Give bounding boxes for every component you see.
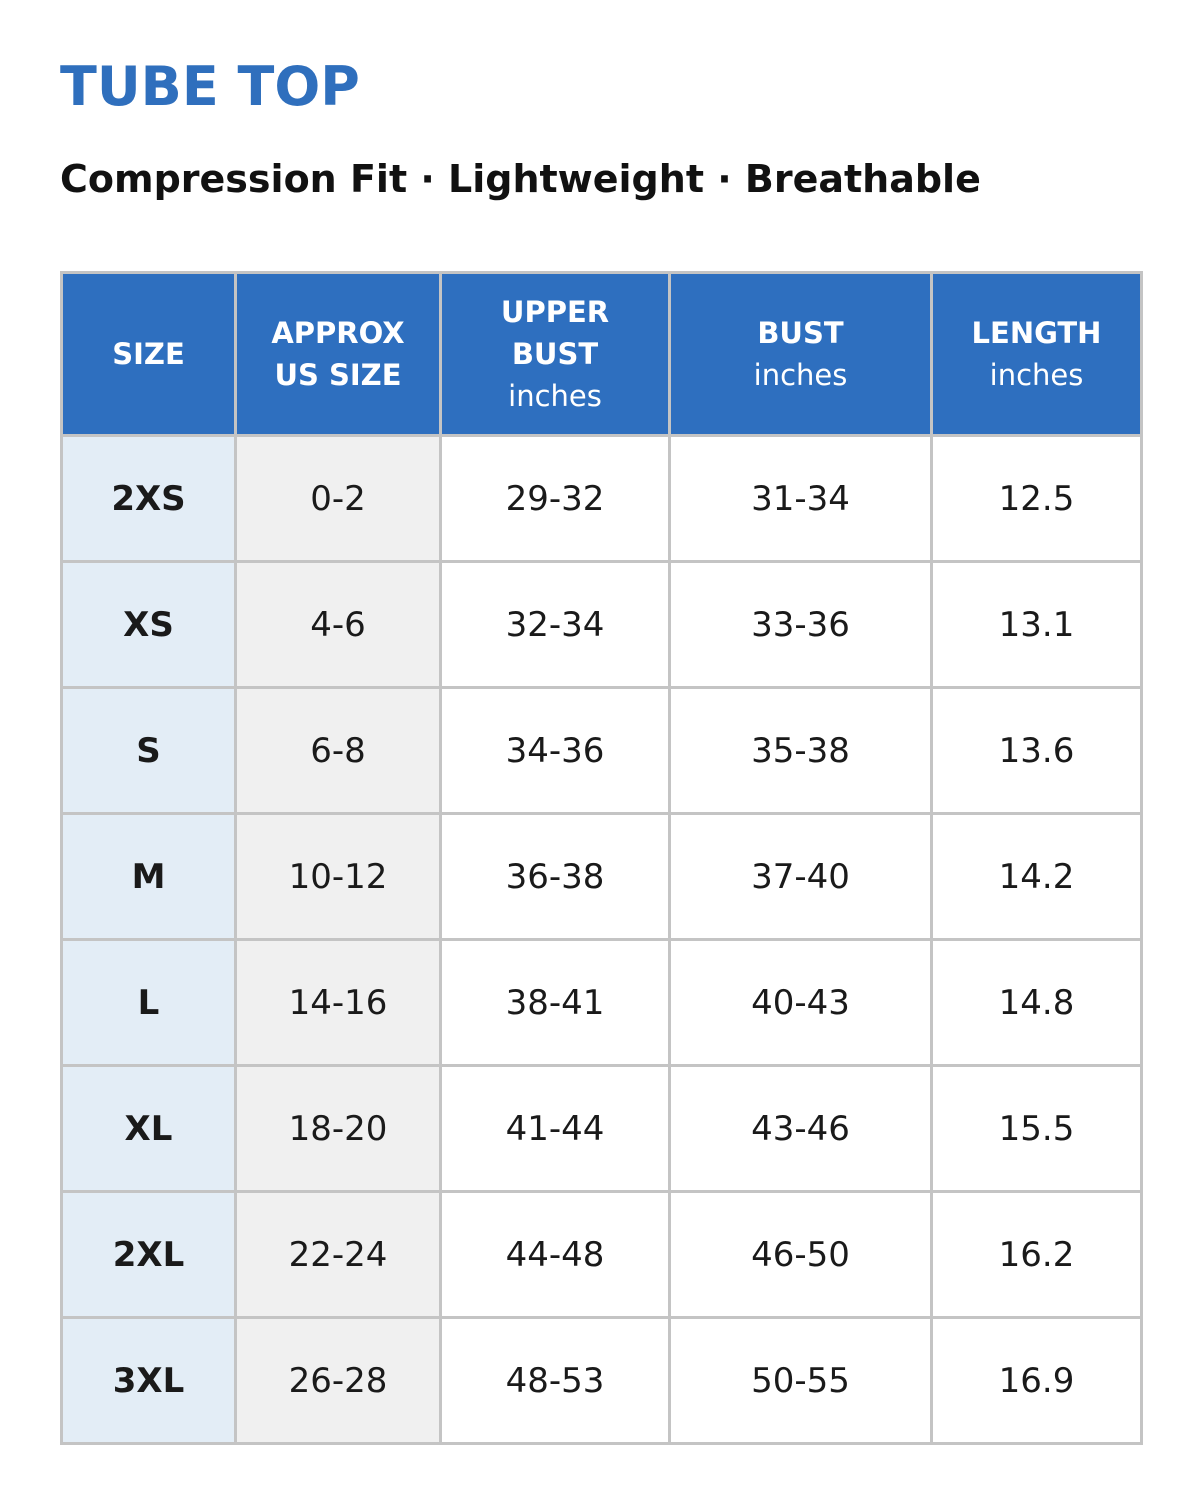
table-row: L 14-16 38-41 40-43 14.8 (60, 938, 1143, 1067)
table-cell: 41-44 (439, 1064, 671, 1193)
table-row: XL 18-20 41-44 43-46 15.5 (60, 1064, 1143, 1193)
table-cell: 33-36 (668, 560, 933, 689)
table-cell: 2XL (60, 1190, 237, 1319)
table-cell: XS (60, 560, 237, 689)
table-cell: 14.8 (930, 938, 1143, 1067)
table-cell: 32-34 (439, 560, 671, 689)
table-cell: 43-46 (668, 1064, 933, 1193)
table-cell: 16.2 (930, 1190, 1143, 1319)
header-label: BUST (757, 316, 844, 350)
table-cell: M (60, 812, 237, 941)
table-row: M 10-12 36-38 37-40 14.2 (60, 812, 1143, 941)
header-unit: inches (989, 358, 1084, 392)
table-cell: 29-32 (439, 434, 671, 563)
header-label: SIZE (112, 337, 185, 371)
table-cell: 37-40 (668, 812, 933, 941)
column-header: LENGTH inches (930, 271, 1143, 437)
header-label: BUST (511, 337, 599, 371)
table-cell: 48-53 (439, 1316, 671, 1445)
table-row: S 6-8 34-36 35-38 13.6 (60, 686, 1143, 815)
table-cell: 22-24 (234, 1190, 442, 1319)
header-unit: inches (753, 358, 848, 392)
column-header: BUST inches (668, 271, 933, 437)
table-cell: 36-38 (439, 812, 671, 941)
header-label: UPPER (500, 295, 610, 329)
table-row: 3XL 26-28 48-53 50-55 16.9 (60, 1316, 1143, 1445)
header-label: APPROX (271, 316, 405, 350)
table-cell: 13.6 (930, 686, 1143, 815)
table-cell: 38-41 (439, 938, 671, 1067)
table-cell: 40-43 (668, 938, 933, 1067)
table-cell: 46-50 (668, 1190, 933, 1319)
header-label: LENGTH (971, 316, 1102, 350)
table-row: 2XL 22-24 44-48 46-50 16.2 (60, 1190, 1143, 1319)
column-header: APPROX US SIZE (234, 271, 442, 437)
table-cell: S (60, 686, 237, 815)
header-row: SIZE APPROX US SIZE UPPER BUST inches BUST inch… (60, 271, 1143, 437)
table-cell: L (60, 938, 237, 1067)
header-label: US SIZE (274, 358, 402, 392)
column-header: UPPER BUST inches (439, 271, 671, 437)
table-row: XS 4-6 32-34 33-36 13.1 (60, 560, 1143, 689)
table-cell: 10-12 (234, 812, 442, 941)
table-cell: 31-34 (668, 434, 933, 563)
table-cell: 13.1 (930, 560, 1143, 689)
table-cell: 50-55 (668, 1316, 933, 1445)
title: TUBE TOP (60, 55, 360, 118)
table-cell: 3XL (60, 1316, 237, 1445)
table-cell: XL (60, 1064, 237, 1193)
table-cell: 16.9 (930, 1316, 1143, 1445)
table-body: 2XS 0-2 29-32 31-34 12.5 XS 4-6 32-34 33-36 13.1 S… (60, 434, 1143, 1445)
table-cell: 6-8 (234, 686, 442, 815)
table-cell: 14.2 (930, 812, 1143, 941)
table-cell: 26-28 (234, 1316, 442, 1445)
column-header: SIZE (60, 271, 237, 437)
table-cell: 12.5 (930, 434, 1143, 563)
header-unit: inches (508, 379, 602, 413)
size-table: SIZE APPROX US SIZE UPPER BUST inches BUST inch… (60, 271, 1143, 1445)
table-cell: 2XS (60, 434, 237, 563)
table-cell: 14-16 (234, 938, 442, 1067)
table-cell: 34-36 (439, 686, 671, 815)
table-cell: 18-20 (234, 1064, 442, 1193)
table-cell: 0-2 (234, 434, 442, 563)
table-cell: 44-48 (439, 1190, 671, 1319)
table-cell: 15.5 (930, 1064, 1143, 1193)
subtitle: Compression Fit · Lightweight · Breathab… (60, 157, 981, 201)
table-cell: 35-38 (668, 686, 933, 815)
table-cell: 4-6 (234, 560, 442, 689)
table-row: 2XS 0-2 29-32 31-34 12.5 (60, 434, 1143, 563)
